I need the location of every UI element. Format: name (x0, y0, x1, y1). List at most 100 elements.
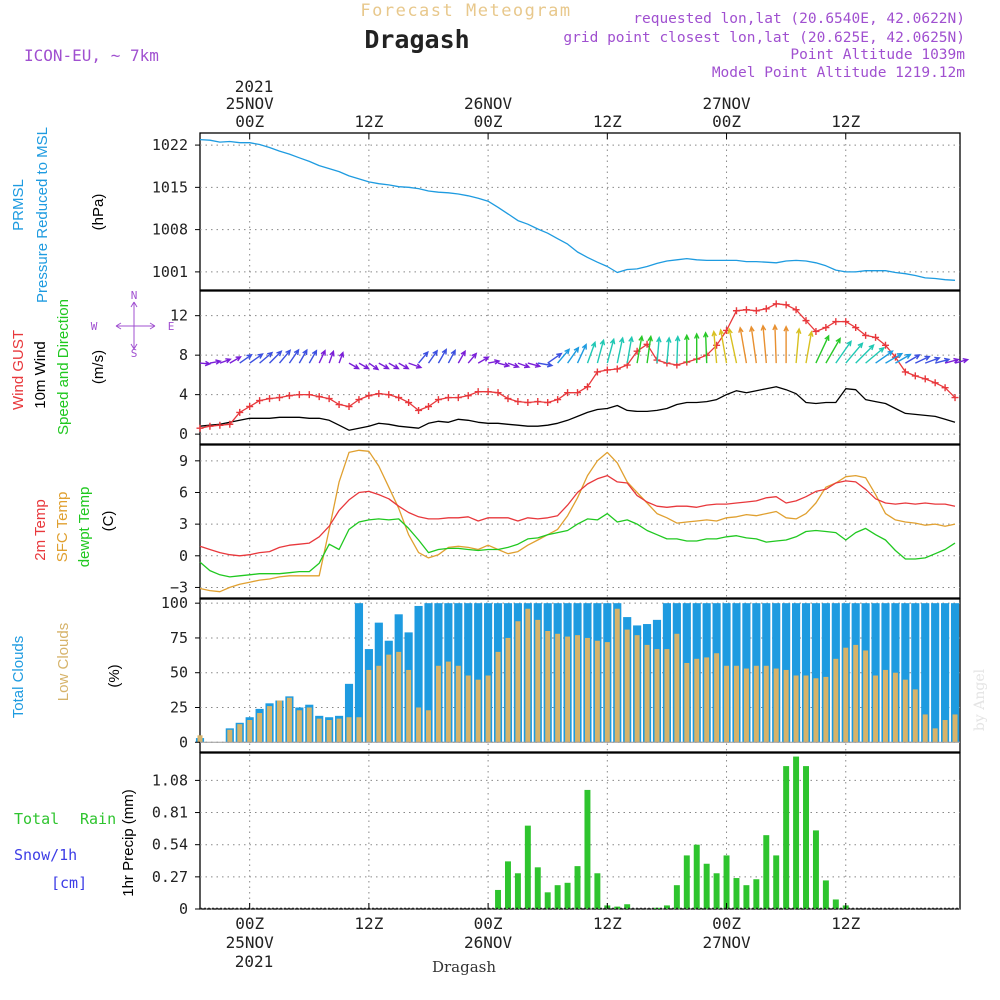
rain-bar (703, 863, 710, 909)
gust-marker (762, 305, 770, 313)
y-tick-label: 50 (170, 664, 188, 682)
precip-axis-label: 1hr Precip (mm) (120, 789, 137, 897)
wind-arrow (418, 350, 429, 364)
gust-marker (434, 396, 442, 404)
low-cloud-bar (376, 665, 382, 743)
gust-marker (504, 395, 512, 403)
wind-arrow (557, 348, 571, 364)
gust-marker (484, 388, 492, 396)
top-tick-hour: 00Z (235, 112, 264, 131)
pressure-unit-label: (hPa) (90, 194, 107, 231)
low-cloud-bar (306, 707, 312, 743)
wind-arrow (467, 352, 478, 364)
rain-bar (773, 855, 780, 909)
chart-marks (195, 138, 970, 910)
gust-marker (911, 372, 919, 380)
gust-marker (772, 300, 780, 308)
gust-marker (464, 392, 472, 400)
panel-frame-1 (199, 290, 961, 445)
total-cloud-bar (911, 603, 920, 743)
low-cloud-bar (386, 654, 392, 743)
low-cloud-bar (942, 720, 948, 743)
wind-arrow (835, 340, 852, 364)
bottom-tick-hour: 00Z (712, 914, 741, 933)
wind-arrow (278, 349, 292, 364)
wind-10m-label: 10m Wind (32, 341, 49, 409)
precip-rain-label: Rain (80, 810, 116, 828)
y-tick-label: 1008 (152, 221, 188, 239)
low-cloud-bar (733, 665, 739, 743)
total-cloud-bar (474, 603, 483, 743)
low-cloud-bar (624, 629, 630, 743)
gust-marker (295, 391, 303, 399)
gust-marker (494, 389, 502, 397)
gust-marker (216, 421, 224, 429)
gust-marker (415, 406, 423, 414)
sfc-temp-line (199, 449, 956, 593)
wind-speed-dir-label: Speed and Direction (55, 299, 72, 435)
low-cloud-bar (922, 714, 928, 743)
low-cloud-bar (505, 637, 511, 743)
wind-arrow (702, 331, 709, 364)
rain-bar (504, 861, 511, 909)
low-cloud-bar (604, 642, 610, 743)
rain-bar (723, 855, 730, 909)
total-cloud-bar (792, 603, 801, 743)
y-tick-label: 0.27 (152, 868, 188, 886)
bottom-tick-hour: 12Z (593, 914, 622, 933)
gust-marker (921, 375, 929, 383)
gust-marker (325, 395, 333, 403)
low-cloud-bar (535, 619, 541, 743)
y-tick-label: 6 (179, 483, 188, 501)
low-cloud-bar (674, 633, 680, 743)
gust-marker (424, 402, 432, 410)
low-cloud-bar (565, 636, 571, 743)
wind-arrow (915, 355, 931, 364)
gust-marker (454, 394, 462, 402)
precip-snow-label: Snow/1h (14, 846, 77, 864)
rain-bar (783, 766, 790, 909)
top-tick-hour: 00Z (712, 112, 741, 131)
low-cloud-bar (257, 713, 263, 743)
header-model-altitude: Model Point Altitude 1219.12m (712, 65, 965, 81)
gust-marker (574, 389, 582, 397)
gust-marker (256, 397, 264, 405)
compass-n: N (131, 289, 138, 302)
wind-arrow (616, 336, 625, 364)
wind-arrow (477, 356, 490, 364)
panel-frame-0 (199, 132, 961, 291)
low-cloud-bar (594, 640, 600, 743)
y-tick-label: 75 (170, 629, 188, 647)
low-cloud-bar (396, 651, 402, 743)
low-cloud-bar (883, 669, 888, 743)
wind-arrow (318, 349, 326, 364)
wind-arrow (358, 362, 370, 370)
footer-name: Dragash (432, 958, 496, 976)
bottom-tick-hour: 12Z (831, 914, 860, 933)
bottom-tick-date: 27NOV (702, 933, 751, 952)
compass-e: E (168, 320, 175, 333)
top-tick-hour: 00Z (474, 112, 503, 131)
gust-marker (802, 317, 810, 325)
wind-arrow (269, 350, 283, 364)
rain-bar (663, 905, 670, 909)
total-cloud-bar (950, 603, 960, 743)
clouds-unit-label: (%) (106, 664, 123, 687)
gust-marker (822, 324, 830, 332)
rain-bar (832, 899, 839, 909)
wind-arrow (674, 334, 681, 364)
low-cloud-bar (276, 700, 282, 743)
total-cloud-bar (344, 683, 354, 743)
gust-marker (315, 393, 323, 401)
low-cloud-bar (743, 668, 749, 743)
clouds-low-label: Low Clouds (55, 623, 72, 701)
y-tick-label: 0 (179, 425, 188, 443)
compass-rose-icon: W E N S (91, 289, 175, 360)
low-cloud-bar (316, 718, 322, 743)
low-cloud-bar (634, 635, 640, 743)
wind-arrow (368, 362, 380, 371)
low-cloud-bar (406, 669, 412, 743)
rain-bar (793, 756, 800, 909)
total-cloud-bar (801, 603, 811, 743)
low-cloud-bar (654, 649, 660, 743)
